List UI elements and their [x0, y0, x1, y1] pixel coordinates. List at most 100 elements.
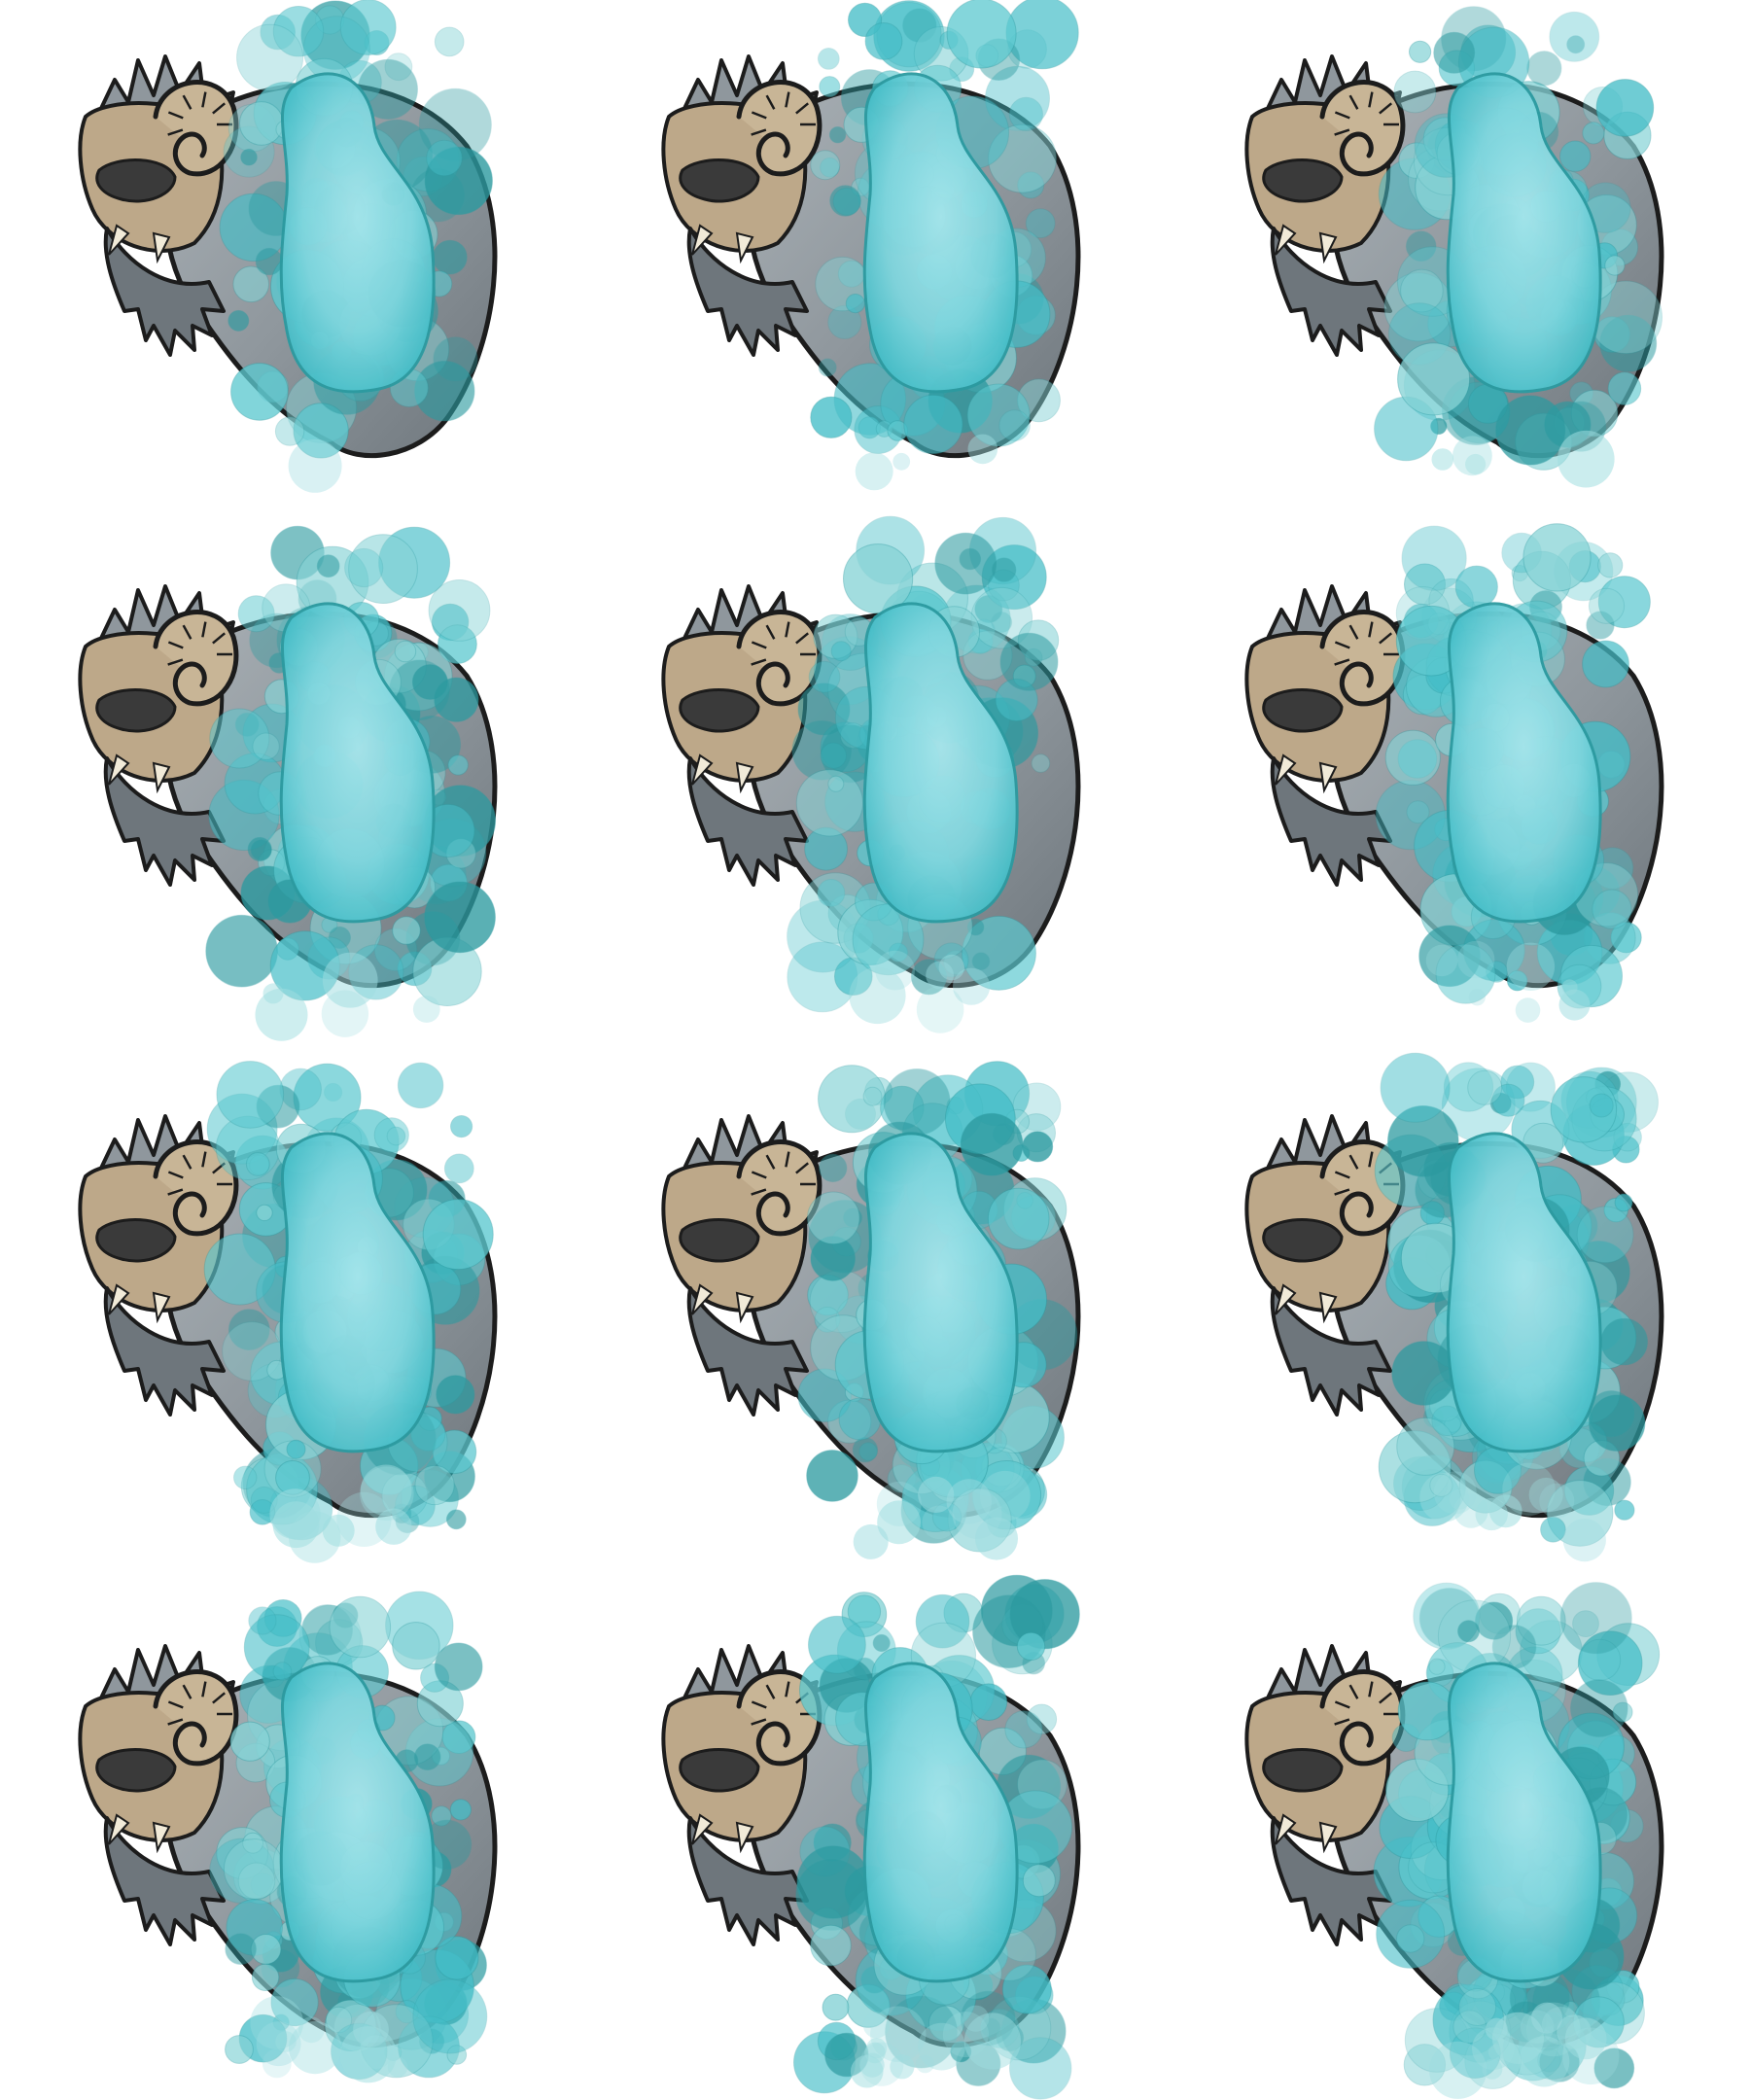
- fang-right: [152, 1821, 171, 1854]
- energy-bubble: [1396, 1924, 1425, 1953]
- energy-burst-effect: [810, 0, 1079, 491]
- sprite-frame-6: [1206, 523, 1711, 1023]
- creature-beard: [686, 1286, 809, 1417]
- energy-bubble: [216, 1061, 285, 1129]
- energy-trail-bubble: [938, 954, 964, 981]
- energy-core: [279, 602, 436, 924]
- energy-bubble: [209, 708, 270, 769]
- sprite-frame-8: [622, 1060, 1128, 1560]
- energy-trail-bubble: [926, 961, 954, 990]
- energy-burst-effect: [797, 1061, 1078, 1560]
- energy-trail-bubble: [953, 967, 991, 1005]
- energy-bubble: [1597, 576, 1651, 629]
- energy-bubble: [1595, 79, 1655, 137]
- energy-bubble: [1435, 943, 1496, 1004]
- energy-bubble: [414, 1464, 455, 1506]
- eyepatch-icon: [95, 1218, 177, 1263]
- energy-trail-bubble: [250, 1996, 303, 2049]
- ram-horn-icon: [1319, 80, 1406, 177]
- energy-trail-bubble: [892, 452, 911, 471]
- energy-burst-effect: [1373, 1582, 1661, 2099]
- ram-horn-icon: [736, 80, 822, 177]
- energy-trail-bubble: [360, 1466, 414, 1521]
- energy-bubble: [1522, 523, 1592, 592]
- energy-bubble: [1539, 2042, 1580, 2082]
- energy-bubble: [1566, 35, 1586, 54]
- energy-bubble: [1559, 1582, 1632, 1655]
- energy-bubble: [256, 1204, 273, 1222]
- fang-left: [108, 224, 130, 256]
- energy-bubble: [1400, 268, 1444, 313]
- energy-bubble: [1506, 970, 1528, 992]
- energy-trail-bubble: [353, 2011, 389, 2048]
- fang-right: [152, 761, 171, 794]
- energy-trail-bubble: [1558, 430, 1615, 488]
- energy-bubble: [999, 632, 1059, 691]
- sprite-frame-7-art: [78, 1061, 498, 1563]
- energy-bubble: [1612, 1701, 1633, 1723]
- energy-bubble: [1526, 51, 1562, 87]
- energy-trail-bubble: [275, 2031, 297, 2052]
- creature-beard: [103, 1286, 226, 1417]
- energy-trail-bubble: [890, 2054, 915, 2080]
- energy-trail-bubble: [1515, 998, 1541, 1023]
- energy-bubble: [272, 6, 325, 57]
- energy-bubble: [1599, 314, 1658, 372]
- fang-left: [1275, 753, 1297, 786]
- energy-bubble: [1458, 1988, 1497, 2026]
- energy-bubble: [255, 247, 284, 276]
- energy-core: [1446, 1132, 1602, 1453]
- energy-bubble: [274, 416, 305, 446]
- energy-bubble: [1550, 1076, 1618, 1143]
- sprite-frame-3-art: [1244, 6, 1664, 488]
- energy-bubble: [1429, 1473, 1453, 1497]
- energy-core: [1446, 1662, 1602, 1983]
- energy-bubble: [1604, 255, 1626, 276]
- energy-bubble: [413, 1743, 441, 1770]
- energy-bubble: [228, 309, 250, 332]
- energy-bubble: [1397, 1681, 1457, 1741]
- energy-bubble: [1403, 2044, 1447, 2086]
- energy-bubble: [852, 1437, 879, 1463]
- energy-trail-bubble: [870, 2006, 927, 2062]
- energy-core: [862, 72, 1019, 394]
- energy-bubble: [1022, 1131, 1054, 1163]
- energy-bubble: [205, 914, 278, 988]
- energy-bubble: [862, 1086, 883, 1106]
- energy-trail-bubble: [1475, 1497, 1508, 1531]
- energy-bubble: [412, 1978, 488, 2054]
- energy-bubble: [797, 682, 851, 736]
- energy-trail-bubble: [922, 1505, 956, 1540]
- energy-trail-bubble: [876, 1481, 922, 1526]
- energy-burst-effect: [1374, 1052, 1659, 1562]
- energy-trail-bubble: [1482, 2058, 1503, 2080]
- energy-bubble: [1597, 552, 1624, 578]
- energy-trail-bubble: [855, 452, 893, 491]
- energy-bubble: [233, 1465, 258, 1489]
- energy-bubble: [910, 959, 948, 996]
- energy-trail-bubble: [1558, 989, 1591, 1021]
- energy-bubble: [232, 265, 269, 303]
- energy-burst-effect: [1375, 523, 1651, 1023]
- sprite-frame-12-art: [1244, 1582, 1664, 2099]
- creature-beard: [1270, 756, 1392, 887]
- energy-trail-bubble: [866, 2038, 888, 2059]
- energy-bubble: [828, 126, 847, 144]
- energy-bubble: [248, 1606, 277, 1635]
- energy-trail-bubble: [412, 996, 440, 1023]
- energy-bubble: [1396, 1417, 1455, 1476]
- energy-burst-effect: [209, 1591, 488, 2083]
- fang-right: [1318, 1291, 1338, 1324]
- energy-bubble: [1467, 1069, 1503, 1105]
- energy-trail-bubble: [946, 1479, 992, 1524]
- ram-horn-icon: [153, 610, 239, 707]
- energy-bubble: [1491, 1083, 1525, 1117]
- energy-bubble: [998, 409, 1031, 441]
- energy-bubble: [445, 1509, 467, 1530]
- energy-bubble: [1004, 1710, 1043, 1749]
- fang-left: [691, 1283, 714, 1315]
- energy-bubble: [397, 1062, 444, 1109]
- energy-bubble: [450, 1115, 473, 1138]
- energy-bubble: [864, 22, 903, 60]
